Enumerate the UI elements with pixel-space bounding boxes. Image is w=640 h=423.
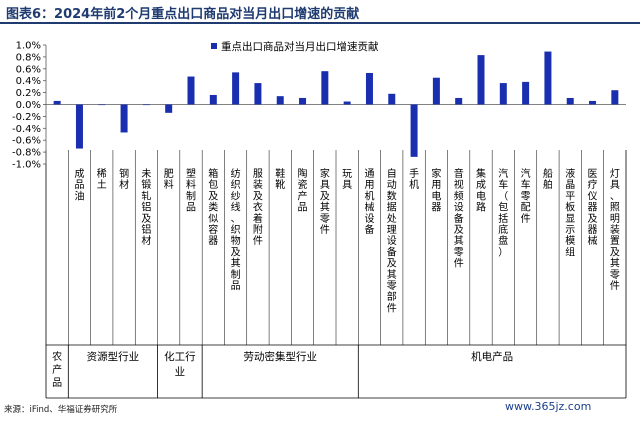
bars [53,51,619,157]
category-label: 音视频设备及其零件 [454,167,464,270]
page-title: 图表6：2024年前2个月重点出口商品对当月出口增速的贡献 [6,7,360,22]
category-label: 灯具、照明装置及其零件 [610,168,620,292]
category-label: 家具及其零件 [320,167,330,236]
y-axis: 1.0%0.8%0.6%0.4%0.2%0.0%-0.2%-0.4%-0.6%-… [12,41,626,171]
category-label: 家用电器 [431,167,441,214]
y-tick-label: -1.0% [12,160,41,171]
group-label-cont: 业 [175,366,186,378]
watermark: www.365jz.com [505,400,592,413]
category-label: 鞋靴 [275,167,285,191]
bar-12 [299,97,307,105]
group-label: 机电产品 [471,350,513,363]
y-tick-label: -0.8% [12,148,41,159]
bar-4 [120,104,128,133]
legend: 重点出口商品对当月出口增速贡献 [211,40,379,53]
bar-1 [53,100,61,105]
bar-21 [499,83,507,105]
bar-18 [432,77,440,105]
bar-16 [388,93,396,105]
group-label: 劳动密集型行业 [243,350,317,363]
y-tick-label: 0.4% [16,76,41,87]
bar-24 [566,97,574,105]
bar-9 [232,72,240,105]
category-label: 服装及衣着附件 [253,168,263,247]
y-tick-label: -0.6% [12,136,41,147]
group-label: 农产品 [52,350,62,389]
category-label: 未锻轧铝及铝材 [141,168,151,247]
category-label: 手机 [409,167,419,191]
category-label: 肥料 [164,168,174,191]
category-label: 稀土 [97,167,107,191]
bar-13 [321,71,329,105]
bar-5 [142,104,150,106]
category-label: 成品油 [74,168,84,202]
y-tick-label: 1.0% [16,41,41,52]
bar-11 [276,96,284,105]
y-tick-label: -0.2% [12,112,41,123]
bar-20 [477,55,485,105]
category-label: 纺织纱线、织物及其制品 [231,167,241,292]
category-label: 汽车零配件 [521,167,531,225]
category-label: 箱包及类似容器 [208,167,218,247]
category-label: 液晶平板显示模组 [565,167,575,258]
chart-frame [45,150,627,399]
legend-swatch [211,43,217,49]
category-label: 钢材 [119,167,129,191]
bar-2 [75,104,83,149]
y-tick-label: -0.4% [12,124,41,135]
category-label: 集成电路 [476,167,486,214]
category-label: 陶瓷产品 [298,167,308,214]
category-label: 通用机械设备 [364,168,374,236]
title-rule [0,22,640,24]
y-tick-label: 0.6% [16,64,41,75]
bar-23 [544,51,552,105]
y-tick-label: 0.0% [16,100,41,111]
bar-17 [410,104,418,157]
category-label: 汽车（包括底盘） [498,167,508,258]
legend-label: 重点出口商品对当月出口增速贡献 [221,40,379,53]
bar-22 [522,81,530,105]
bar-3 [98,104,106,106]
category-label: 玩具 [342,169,352,191]
bar-10 [254,83,262,105]
bar-26 [611,90,619,105]
bar-6 [165,104,173,113]
group-label: 资源型行业 [87,350,140,363]
category-label: 自动数据处理设备及其零部件 [387,167,397,314]
category-label: 医疗仪器及器械 [588,168,598,247]
y-tick-label: 0.8% [16,52,41,63]
bar-25 [589,100,597,105]
bar-14 [343,101,351,105]
category-label: 船舶 [543,167,553,191]
bar-7 [187,76,195,105]
bar-8 [209,94,217,105]
group-label: 化工行 [164,350,196,363]
y-tick-label: 0.2% [16,88,41,99]
source-note: 来源：iFind、华福证券研究所 [4,405,118,415]
category-label: 塑料制品 [186,168,196,214]
bar-15 [365,72,373,105]
bar-19 [455,97,463,105]
